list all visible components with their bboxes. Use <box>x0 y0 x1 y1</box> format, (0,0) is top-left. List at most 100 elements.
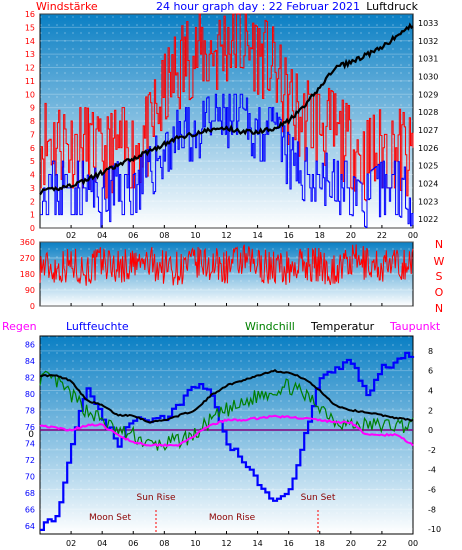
pressure-tick-label: 1030 <box>418 72 438 81</box>
humidity-tick-label: 82 <box>25 373 35 382</box>
humidity-tick-label: 68 <box>25 489 35 498</box>
x-tick-label-temp: 20 <box>346 539 356 548</box>
temp-tick-label: 0 <box>428 426 433 435</box>
x-tick-label-wind: 08 <box>159 231 169 240</box>
x-tick-label-wind: 14 <box>252 231 262 240</box>
x-tick-label-temp: 16 <box>284 539 294 548</box>
temp-tick-label: 2 <box>428 406 433 415</box>
pressure-tick-label: 1027 <box>418 126 438 135</box>
wind-tick-label: 12 <box>25 64 35 73</box>
wind-tick-label: 16 <box>25 10 35 19</box>
pressure-tick-label: 1022 <box>418 215 438 224</box>
humidity-tick-label: 76 <box>25 423 35 432</box>
x-tick-label-wind: 20 <box>346 231 356 240</box>
wind-direction-series <box>39 244 414 286</box>
wind-tick-label: 8 <box>30 117 35 126</box>
pressure-axis-label: Luftdruck <box>366 0 418 13</box>
x-tick-label-temp: 12 <box>221 539 231 548</box>
compass-n-bottom: N <box>435 302 443 315</box>
legend-temperature: Temperatur <box>310 320 375 333</box>
temp-tick-label: -2 <box>428 446 436 455</box>
wind-avg-series <box>40 93 414 228</box>
compass-o: O <box>435 286 444 299</box>
humidity-tick-label: 74 <box>25 439 35 448</box>
x-tick-label-wind: 02 <box>66 231 76 240</box>
wind-tick-label: 1 <box>30 211 35 220</box>
x-tick-label-temp: 02 <box>66 539 76 548</box>
x-tick-label-wind: 10 <box>190 231 200 240</box>
windchill-series <box>39 370 414 452</box>
direction-tick-label: 90 <box>25 286 35 295</box>
chart-title: 24 hour graph day : 22 Februar 2021 <box>156 0 360 13</box>
compass-s: S <box>436 270 443 283</box>
pressure-tick-label: 1033 <box>418 19 438 28</box>
wind-tick-label: 11 <box>25 77 35 86</box>
pressure-tick-label: 1025 <box>418 162 438 171</box>
wind-tick-label: 10 <box>25 90 35 99</box>
humidity-tick-label: 66 <box>25 505 35 514</box>
legend-windchill: Windchill <box>245 320 295 333</box>
direction-tick-label: 0 <box>30 302 35 311</box>
legend-rain: Regen <box>2 320 37 333</box>
wind-tick-label: 4 <box>30 171 35 180</box>
temperature-series <box>39 369 414 424</box>
direction-tick-label: 360 <box>20 238 35 247</box>
x-tick-label-temp: 00 <box>408 539 418 548</box>
wind-tick-label: 15 <box>25 23 35 32</box>
humidity-tick-label: 64 <box>25 522 35 531</box>
humidity-tick-label: 80 <box>25 390 35 399</box>
humidity-tick-label: 86 <box>25 340 35 349</box>
legend-dewpoint: Taupunkt <box>389 320 441 333</box>
pressure-tick-label: 1026 <box>418 144 438 153</box>
direction-tick-label: 270 <box>20 254 35 263</box>
x-tick-label-temp: 04 <box>97 539 107 548</box>
pressure-tick-label: 1028 <box>418 108 438 117</box>
x-tick-label-wind: 12 <box>221 231 231 240</box>
wind-tick-label: 5 <box>30 157 35 166</box>
humidity-tick-label: 70 <box>25 472 35 481</box>
temp-tick-label: -8 <box>428 505 436 514</box>
pressure-tick-label: 1024 <box>418 179 438 188</box>
pressure-tick-label: 1031 <box>418 55 438 64</box>
humidity-tick-label: 78 <box>25 406 35 415</box>
wind-axis-label: Windstärke <box>36 0 98 13</box>
x-tick-label-temp: 06 <box>128 539 138 548</box>
moon-rise-label: Moon Rise <box>209 513 256 523</box>
pressure-series <box>39 22 414 196</box>
humidity-tick-label: 72 <box>25 456 35 465</box>
wind-tick-label: 9 <box>30 104 35 113</box>
dewpoint-series <box>39 414 414 448</box>
temp-tick-label: 6 <box>428 367 433 376</box>
x-tick-label-temp: 18 <box>315 539 325 548</box>
x-tick-label-wind: 04 <box>97 231 107 240</box>
temp-tick-label: -4 <box>428 466 436 475</box>
pressure-tick-label: 1032 <box>418 37 438 46</box>
x-tick-label-temp: 14 <box>252 539 262 548</box>
temp-tick-label: -10 <box>428 525 441 534</box>
x-tick-label-wind: 06 <box>128 231 138 240</box>
wind-tick-label: 2 <box>30 197 35 206</box>
x-tick-label-temp: 08 <box>159 539 169 548</box>
wind-tick-label: 7 <box>30 130 35 139</box>
humidity-series <box>40 351 415 531</box>
x-tick-label-wind: 22 <box>377 231 387 240</box>
pressure-tick-label: 1029 <box>418 90 438 99</box>
compass-w: W <box>434 255 445 268</box>
x-tick-label-wind: 16 <box>284 231 294 240</box>
humidity-tick-label: 84 <box>25 357 35 366</box>
wind-tick-label: 13 <box>25 50 35 59</box>
x-tick-label-temp: 10 <box>190 539 200 548</box>
sun-set-label: Sun Set <box>301 493 336 503</box>
wind-tick-label: 6 <box>30 144 35 153</box>
legend-humidity: Luftfeuchte <box>66 320 129 333</box>
moon-set-label: Moon Set <box>89 513 132 523</box>
rain-zero-label: 0 <box>28 430 34 440</box>
sun-rise-label: Sun Rise <box>137 493 176 503</box>
temp-tick-label: -6 <box>428 485 436 494</box>
direction-tick-label: 180 <box>20 270 35 279</box>
wind-tick-label: 14 <box>25 37 35 46</box>
pressure-tick-label: 1023 <box>418 197 438 206</box>
wind-tick-label: 3 <box>30 184 35 193</box>
temp-tick-label: 4 <box>428 386 433 395</box>
x-tick-label-temp: 22 <box>377 539 387 548</box>
